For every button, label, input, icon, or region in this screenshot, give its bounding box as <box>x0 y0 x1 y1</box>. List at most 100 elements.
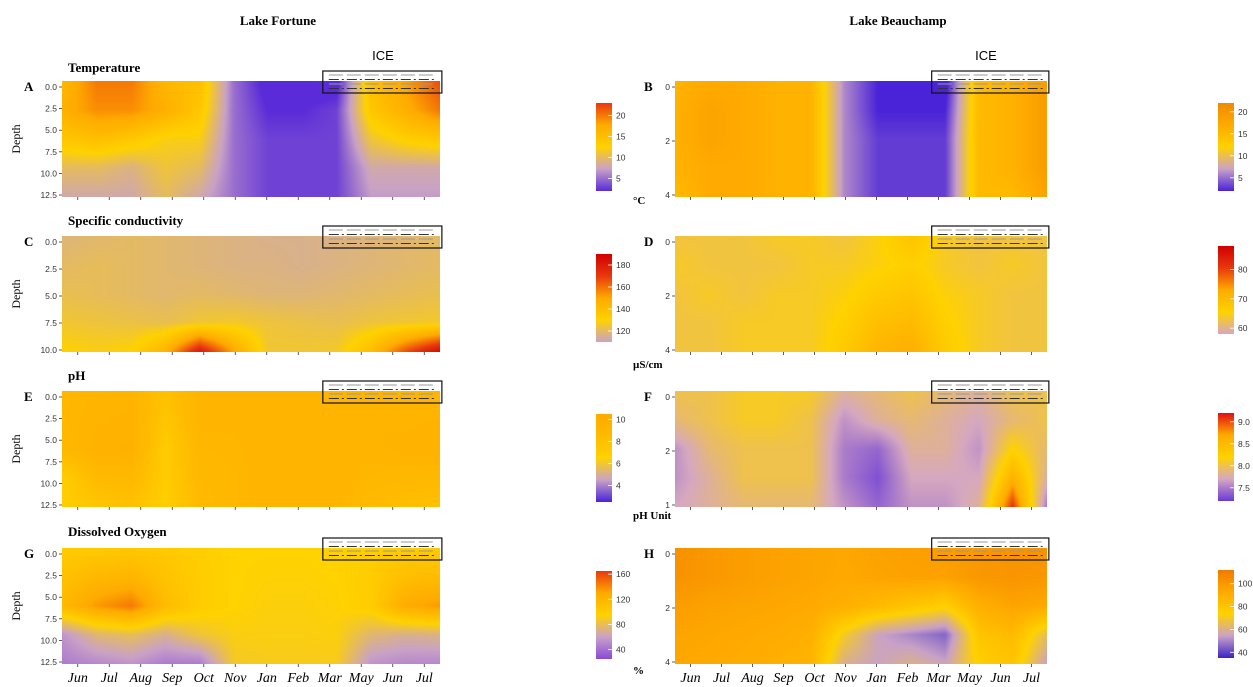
legend-tick-label: 120 <box>616 594 630 604</box>
y-tick-label: 2 <box>665 136 670 146</box>
y-tick-label: 10.0 <box>40 168 57 178</box>
panel-C: 0.0 2.5 5.0 7.5 10.0 Depth Specific conductivi… <box>9 213 630 355</box>
legend-tick-label: 10 <box>616 415 626 425</box>
legend-tick-label: 60 <box>1238 323 1248 333</box>
ice-box-frame <box>931 537 1050 561</box>
y-tick-label: 5.0 <box>45 592 57 602</box>
panel-title: pH <box>68 368 85 383</box>
panel-letter: E <box>24 389 33 404</box>
legend-tick-label: 80 <box>616 619 626 629</box>
legend-tick-label: 5 <box>1238 173 1243 183</box>
legend-colorbar <box>1218 246 1234 334</box>
legend-colorbar <box>1218 413 1234 501</box>
panel-title: Temperature <box>68 60 140 75</box>
month-label: Sep <box>773 671 793 686</box>
ice-box-frame <box>322 70 443 94</box>
legend-colorbar <box>596 414 612 502</box>
right-month-axis: Jun Jul Aug Sep Oct Nov Jan Feb Mar May Jun Jul <box>680 671 1040 686</box>
month-label: Sep <box>162 671 182 686</box>
y-axis-label: Depth <box>9 591 23 620</box>
legend-tick-label: 6 <box>616 459 621 469</box>
panel-letter: F <box>644 389 652 404</box>
month-label: Jun <box>383 671 403 686</box>
legend-tick-label: 5 <box>616 173 621 183</box>
y-tick-label: 4 <box>665 190 670 200</box>
month-label: Jun <box>68 671 88 686</box>
legend-tick-label: 15 <box>1238 129 1248 139</box>
legend-unit: % <box>633 665 644 677</box>
month-label: Nov <box>223 671 247 686</box>
heatmap-C <box>62 236 440 352</box>
legend-unit: µS/cm <box>633 359 663 371</box>
ice-box-D <box>931 225 1050 249</box>
panel-F: 0 2 1 F 9.0 8.5 8.0 7.5 pH Unit <box>633 380 1250 522</box>
panel-D: 0 2 4 D 80 70 60 µS/cm <box>633 225 1248 371</box>
month-label: Nov <box>833 671 857 686</box>
panel-letter: D <box>644 234 653 249</box>
y-tick-label: 0.0 <box>45 82 57 92</box>
ice-box-H <box>931 537 1050 561</box>
ice-box-A <box>322 70 443 94</box>
month-label: Jun <box>680 671 700 686</box>
panel-letter: C <box>24 234 33 249</box>
legend-tick-label: 80 <box>1238 602 1248 612</box>
y-tick-label: 12.5 <box>40 190 57 200</box>
y-axis-label: Depth <box>9 279 23 308</box>
legend-tick-label: 160 <box>616 569 630 579</box>
legend-colorbar <box>596 103 612 191</box>
y-tick-label: 2 <box>665 291 670 301</box>
y-tick-label: 2.5 <box>45 264 57 274</box>
ice-box-C <box>322 225 443 249</box>
month-label: Jan <box>866 671 886 686</box>
heatmap-E <box>62 391 440 507</box>
y-axis-label: Depth <box>9 434 23 463</box>
legend-tick-label: 100 <box>1238 579 1252 589</box>
panel-G: 0.0 2.5 5.0 7.5 10.0 12.5 Depth Dissolved Oxyge… <box>9 524 630 667</box>
y-tick-label: 2.5 <box>45 414 57 424</box>
right-lake-title: Lake Beauchamp <box>849 13 946 28</box>
y-tick-label: 4 <box>665 345 670 355</box>
month-label: Jan <box>257 671 277 686</box>
legend-tick-label: 7.5 <box>1238 483 1250 493</box>
month-label: Jul <box>713 671 730 686</box>
ice-box-frame <box>322 537 443 561</box>
month-label: Aug <box>740 671 764 686</box>
ice-box-G <box>322 537 443 561</box>
heatmap-G <box>62 548 440 664</box>
panel-B: 0 2 4 B 20 15 10 5 °C <box>633 70 1248 207</box>
y-tick-label: 5.0 <box>45 291 57 301</box>
panel-A: 0.0 2.5 5.0 7.5 10.0 12.5 Depth Temperature A 20 1… <box>9 60 626 200</box>
legend-tick-label: 4 <box>616 481 621 491</box>
y-tick-label: 0.0 <box>45 237 57 247</box>
legend-tick-label: 8.5 <box>1238 439 1250 449</box>
legend-tick-label: 9.0 <box>1238 417 1250 427</box>
y-tick-label: 7.5 <box>45 614 57 624</box>
legend-tick-label: 8 <box>616 437 621 447</box>
ice-box-frame <box>931 225 1050 249</box>
y-tick-label: 10.0 <box>40 635 57 645</box>
legend-tick-label: 40 <box>616 645 626 655</box>
legend-tick-label: 140 <box>616 304 630 314</box>
heatmap-H <box>675 548 1047 664</box>
month-label: Mar <box>925 671 951 686</box>
ice-box-B <box>931 70 1050 94</box>
legend-tick-label: 160 <box>616 282 630 292</box>
ice-box-frame <box>931 70 1050 94</box>
y-tick-label: 5.0 <box>45 125 57 135</box>
y-tick-label: 2 <box>665 446 670 456</box>
legend-colorbar <box>1218 103 1234 191</box>
legend-tick-label: 15 <box>616 132 626 142</box>
month-label: Feb <box>286 671 309 686</box>
month-label: Jul <box>1023 671 1040 686</box>
y-tick-label: 12.5 <box>40 500 57 510</box>
month-label: Feb <box>896 671 919 686</box>
month-label: Jul <box>416 671 433 686</box>
month-label: Aug <box>128 671 152 686</box>
left-ice-label: ICE <box>372 48 394 63</box>
panels-group: 0.02.55.07.510.012.5DepthTemperatureA201… <box>9 60 1252 677</box>
left-month-axis: Jun Jul Aug Sep Oct Nov Jan Feb Mar May Jun Jul <box>68 671 433 686</box>
y-tick-label: 0 <box>665 549 670 559</box>
legend-tick-label: 60 <box>1238 624 1248 634</box>
right-ice-label: ICE <box>975 48 997 63</box>
